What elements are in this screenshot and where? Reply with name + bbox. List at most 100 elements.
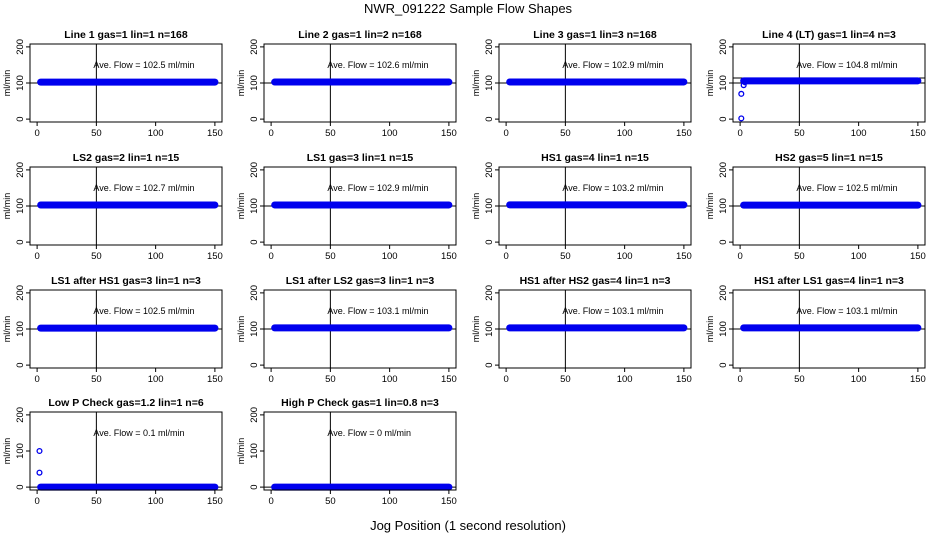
x-tick-label: 100 (617, 374, 633, 385)
average-flow-annotation: Ave. Flow = 102.5 ml/min (93, 60, 194, 70)
x-tick-label: 150 (676, 251, 692, 262)
x-tick-label: 150 (910, 374, 926, 385)
average-flow-annotation: Ave. Flow = 104.8 ml/min (796, 60, 897, 70)
average-flow-annotation: Ave. Flow = 0 ml/min (327, 428, 411, 438)
x-tick-label: 50 (560, 251, 571, 262)
y-tick-label: 0 (249, 116, 260, 121)
y-tick-label: 100 (718, 75, 729, 91)
panel-11: HS1 after HS2 gas=4 lin=1 n=3 ml/min Ave. … (471, 275, 692, 385)
average-flow-annotation: Ave. Flow = 102.7 ml/min (93, 183, 194, 193)
page-title: NWR_091222 Sample Flow Shapes (363, 1, 573, 16)
y-tick-label: 100 (718, 198, 729, 214)
x-tick-label: 150 (910, 128, 926, 139)
y-axis-label: ml/min (471, 193, 481, 220)
x-tick-label: 100 (382, 128, 398, 139)
x-tick-label: 150 (441, 251, 457, 262)
panel-title: Low P Check gas=1.2 lin=1 n=6 (48, 397, 203, 409)
y-tick-label: 200 (718, 162, 729, 178)
x-tick-label: 100 (148, 128, 164, 139)
y-tick-label: 0 (15, 362, 26, 367)
panel-title: HS2 gas=5 lin=1 n=15 (775, 152, 883, 164)
y-tick-label: 200 (15, 285, 26, 301)
x-tick-label: 100 (148, 496, 164, 507)
panel-5: LS2 gas=2 lin=1 n=15 ml/min Ave. Flow = 10… (2, 152, 223, 262)
x-tick-label: 0 (34, 251, 39, 262)
y-tick-label: 100 (15, 75, 26, 91)
y-tick-label: 0 (484, 239, 495, 244)
x-tick-label: 100 (382, 496, 398, 507)
y-tick-label: 100 (718, 321, 729, 337)
x-tick-label: 100 (617, 251, 633, 262)
x-tick-label: 0 (737, 128, 742, 139)
y-tick-label: 0 (249, 362, 260, 367)
y-axis-label: ml/min (2, 316, 12, 343)
average-flow-annotation: Ave. Flow = 0.1 ml/min (93, 428, 184, 438)
y-axis-label: ml/min (705, 193, 715, 220)
y-tick-label: 100 (484, 321, 495, 337)
y-tick-label: 200 (249, 407, 260, 423)
x-tick-label: 0 (268, 251, 273, 262)
panel-title: High P Check gas=1 lin=0.8 n=3 (281, 397, 439, 409)
x-tick-label: 50 (794, 251, 805, 262)
x-tick-label: 150 (441, 496, 457, 507)
x-tick-label: 50 (325, 496, 336, 507)
y-tick-label: 100 (484, 75, 495, 91)
y-tick-label: 200 (484, 285, 495, 301)
panel-3: Line 3 gas=1 lin=3 n=168 ml/min Ave. Flow … (471, 29, 692, 139)
x-tick-label: 100 (382, 251, 398, 262)
panel-title: Line 1 gas=1 lin=1 n=168 (64, 29, 188, 41)
x-tick-label: 150 (910, 251, 926, 262)
y-tick-label: 100 (15, 198, 26, 214)
panel-title: HS1 after HS2 gas=4 lin=1 n=3 (520, 275, 671, 287)
panel-14: High P Check gas=1 lin=0.8 n=3 ml/min Ave.… (236, 397, 457, 507)
average-flow-annotation: Ave. Flow = 103.1 ml/min (562, 306, 663, 316)
x-tick-label: 100 (851, 374, 867, 385)
y-tick-label: 100 (249, 443, 260, 459)
x-tick-label: 0 (268, 374, 273, 385)
data-point (36, 469, 43, 476)
panel-4: Line 4 (LT) gas=1 lin=4 n=3 ml/min Ave. Fl… (705, 29, 926, 139)
x-tick-label: 50 (325, 374, 336, 385)
plot-frame (263, 411, 457, 491)
y-tick-label: 100 (249, 75, 260, 91)
y-tick-label: 100 (249, 321, 260, 337)
y-tick-label: 0 (15, 239, 26, 244)
x-tick-label: 100 (617, 128, 633, 139)
y-tick-label: 100 (15, 321, 26, 337)
average-flow-annotation: Ave. Flow = 102.6 ml/min (327, 60, 428, 70)
y-tick-label: 200 (718, 285, 729, 301)
y-axis-label: ml/min (2, 70, 12, 97)
x-tick-label: 150 (441, 374, 457, 385)
y-tick-label: 0 (718, 239, 729, 244)
plot-frame (29, 411, 223, 491)
y-tick-label: 200 (15, 162, 26, 178)
x-tick-label: 150 (676, 128, 692, 139)
y-tick-label: 0 (718, 362, 729, 367)
x-tick-label: 150 (207, 496, 223, 507)
data-point (740, 82, 747, 89)
x-tick-label: 100 (148, 374, 164, 385)
panel-13: Low P Check gas=1.2 lin=1 n=6 ml/min Ave. … (2, 397, 223, 507)
panel-title: Line 4 (LT) gas=1 lin=4 n=3 (762, 29, 896, 41)
x-tick-label: 50 (91, 496, 102, 507)
average-flow-annotation: Ave. Flow = 103.1 ml/min (796, 306, 897, 316)
x-tick-label: 100 (148, 251, 164, 262)
x-tick-label: 0 (737, 374, 742, 385)
y-axis-label: ml/min (705, 70, 715, 97)
x-tick-label: 50 (91, 128, 102, 139)
panel-title: HS1 after LS1 gas=4 lin=1 n=3 (754, 275, 904, 287)
panel-title: LS1 after HS1 gas=3 lin=1 n=3 (51, 275, 201, 287)
x-tick-label: 150 (207, 374, 223, 385)
average-flow-annotation: Ave. Flow = 103.1 ml/min (327, 306, 428, 316)
panel-12: HS1 after LS1 gas=4 lin=1 n=3 ml/min Ave. … (705, 275, 926, 385)
data-point (738, 115, 745, 122)
average-flow-annotation: Ave. Flow = 102.9 ml/min (562, 60, 663, 70)
panel-8: HS2 gas=5 lin=1 n=15 ml/min Ave. Flow = 10… (705, 152, 926, 262)
y-tick-label: 0 (484, 362, 495, 367)
y-axis-label: ml/min (2, 438, 12, 465)
y-axis-label: ml/min (471, 70, 481, 97)
panel-1: Line 1 gas=1 lin=1 n=168 ml/min Ave. Flow … (2, 29, 223, 139)
x-tick-label: 100 (382, 374, 398, 385)
panel-title: LS1 after LS2 gas=3 lin=1 n=3 (286, 275, 435, 287)
